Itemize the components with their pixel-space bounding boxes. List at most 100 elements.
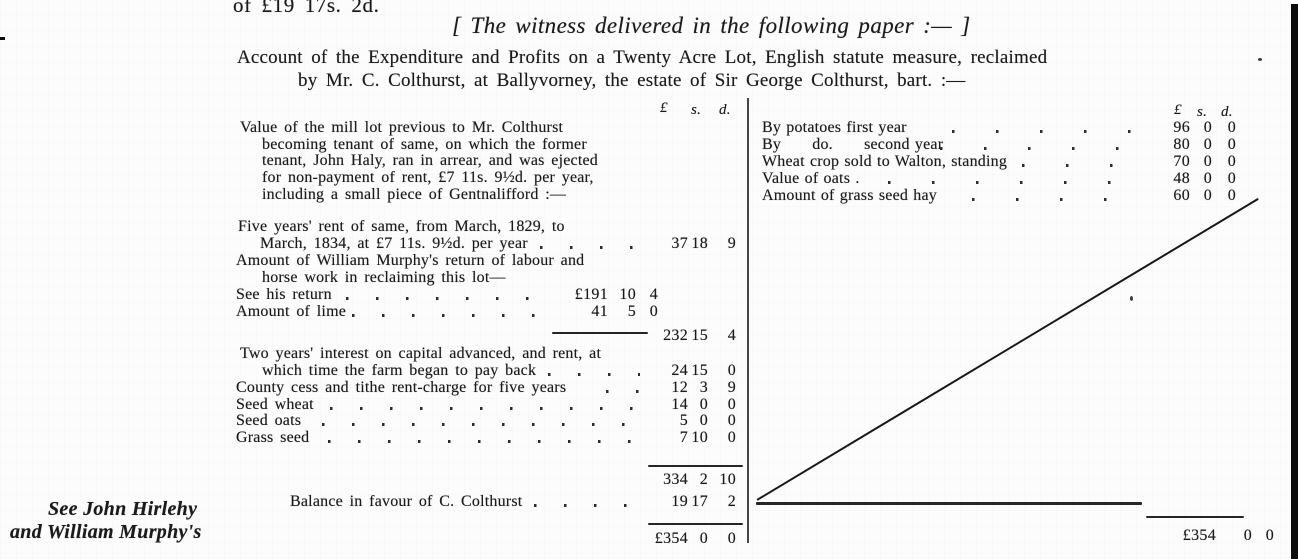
scan-speck: [1130, 296, 1133, 301]
amount-pence: 4: [649, 286, 658, 303]
amount-pence: 10: [719, 471, 736, 488]
profit-row-label: Wheat crop sold to Walton, standing: [762, 153, 1008, 170]
expenditure-line: including a small piece of Gentnalifford…: [262, 186, 567, 203]
sum-rule: [552, 332, 648, 334]
pounds-header: £: [1174, 102, 1182, 118]
scan-speck: [1258, 58, 1262, 61]
expenditure-line: tenant, John Haly, ran in arrear, and wa…: [262, 152, 598, 169]
amount-pounds: 334: [663, 471, 688, 488]
shillings-header: s.: [1197, 104, 1208, 120]
expenditure-line: becoming tenant of same, on which the fo…: [262, 136, 587, 153]
amount-pence: 9: [727, 379, 736, 396]
dot-leader: [346, 297, 546, 300]
expenditure-line: Two years' interest on capital advanced,…: [240, 345, 602, 362]
amount-pounds: 5: [679, 412, 688, 429]
dot-leader: [940, 147, 1142, 150]
amount-shillings: 0: [1203, 187, 1212, 204]
profit-row-label: Amount of grass seed hay: [762, 187, 937, 204]
amount-shillings: 0: [1203, 170, 1212, 187]
ledger-closing-line: [756, 502, 1142, 505]
dot-leader: [548, 373, 640, 376]
account-title-line1: Account of the Expenditure and Profits o…: [237, 47, 1048, 68]
total-pounds: £354: [654, 530, 688, 547]
expenditure-line: Grass seed: [236, 429, 310, 446]
amount-pounds: 7: [679, 429, 688, 446]
amount-pounds: 96: [1173, 119, 1190, 136]
expenditure-line: Seed wheat: [236, 396, 314, 413]
amount-shillings: 3: [699, 379, 708, 396]
sum-rule: [648, 465, 743, 467]
expenditure-line: which time the farm began to pay back: [262, 362, 537, 379]
amount-shillings: 10: [619, 286, 636, 303]
amount-pence: 4: [727, 327, 736, 344]
amount-shillings: 0: [699, 412, 708, 429]
amount-shillings: 2: [699, 471, 708, 488]
amount-shillings: 10: [691, 429, 708, 446]
amount-pence: 0: [1227, 153, 1236, 170]
amount-pence: 0: [1227, 136, 1236, 153]
scan-edge-tick: [0, 37, 5, 40]
profit-row-label: Value of oats .: [762, 170, 860, 187]
amount-pounds: 12: [671, 379, 688, 396]
dot-leader: [1022, 164, 1142, 167]
amount-pounds: 19: [671, 493, 688, 510]
amount-pence: 0: [727, 362, 736, 379]
total-pence: 0: [1265, 527, 1274, 544]
expenditure-line: March, 1834, at £7 11s. 9½d. per year: [260, 235, 528, 252]
amount-pounds: 14: [671, 396, 688, 413]
amount-pence: 0: [649, 303, 658, 320]
dot-leader: [330, 407, 640, 410]
total-shillings: 0: [1243, 527, 1252, 544]
amount-pounds: 60: [1173, 187, 1190, 204]
total-pounds: £354: [1182, 527, 1216, 544]
column-divider-rule: [747, 98, 749, 543]
margin-note-line1: See John Hirlehy: [48, 498, 198, 520]
amount-shillings: 18: [691, 235, 708, 252]
dot-leader: [888, 181, 1142, 184]
amount-pence: 2: [727, 493, 736, 510]
amount-pence: 0: [727, 396, 736, 413]
amount-shillings: 0: [699, 396, 708, 413]
amount-pence: 0: [1227, 187, 1236, 204]
total-shillings: 0: [699, 530, 708, 547]
amount-pounds: 70: [1173, 153, 1190, 170]
pence-header: d.: [1221, 104, 1233, 120]
carryover-amount-fragment: of £19 17s. 2d.: [233, 0, 380, 17]
dot-leader: [352, 314, 546, 317]
dot-leader: [540, 246, 640, 249]
amount-shillings: 5: [627, 303, 636, 320]
dot-leader: [328, 440, 640, 443]
amount-pence: 0: [1227, 119, 1236, 136]
profit-row-label: By do. second year: [762, 136, 944, 153]
expenditure-line: Five years' rent of same, from March, 18…: [238, 218, 565, 235]
margin-note-line2: and William Murphy's: [10, 521, 202, 543]
dot-leader: [606, 390, 642, 393]
amount-shillings: 15: [691, 362, 708, 379]
amount-pounds: 24: [671, 362, 688, 379]
account-title-line2: by Mr. C. Colthurst, at Ballyvorney, the…: [298, 70, 966, 91]
ledger-void-diagonal-stroke: [756, 197, 1260, 502]
dot-leader: [534, 504, 640, 507]
amount-pence: 9: [727, 235, 736, 252]
total-rule: [1146, 516, 1244, 518]
scan-edge-bar: [1291, 4, 1298, 559]
pounds-header: £: [660, 100, 668, 116]
expenditure-line: for non-payment of rent, £7 11s. 9½d. pe…: [262, 169, 594, 186]
expenditure-line: Value of the mill lot previous to Mr. Co…: [240, 119, 564, 136]
amount-pounds: £191: [574, 286, 608, 303]
amount-pence: 0: [727, 429, 736, 446]
amount-pounds: 80: [1173, 136, 1190, 153]
total-pence: 0: [727, 530, 736, 547]
amount-shillings: 0: [1203, 119, 1212, 136]
expenditure-line: See his return: [236, 286, 332, 303]
amount-pence: 0: [1227, 170, 1236, 187]
amount-pence: 0: [727, 412, 736, 429]
amount-shillings: 17: [691, 493, 708, 510]
amount-pounds: 232: [663, 327, 688, 344]
amount-shillings: 15: [691, 327, 708, 344]
dot-leader: [972, 198, 1142, 201]
balance-label: Balance in favour of C. Colthurst: [290, 493, 523, 510]
amount-pounds: 48: [1173, 170, 1190, 187]
total-rule: [648, 523, 743, 525]
